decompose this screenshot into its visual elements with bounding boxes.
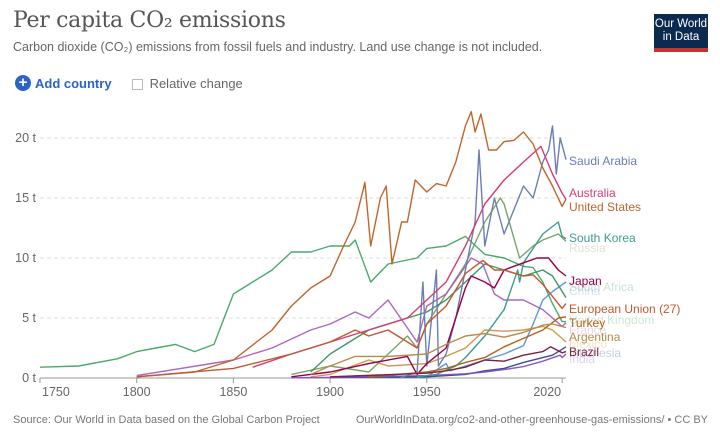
series-line-france[interactable] bbox=[136, 257, 567, 377]
series-label[interactable]: Japan bbox=[569, 274, 602, 288]
x-tick-label: 1900 bbox=[316, 385, 344, 399]
series-line-indonesia[interactable] bbox=[330, 346, 567, 379]
series-label[interactable]: United Kingdom bbox=[569, 313, 654, 327]
series-label[interactable]: Indonesia bbox=[569, 346, 621, 360]
series-label[interactable]: European Union (27) bbox=[569, 302, 680, 316]
series-label[interactable]: United States bbox=[569, 200, 641, 214]
series-label[interactable]: Saudi Arabia bbox=[569, 154, 637, 168]
source-note: Source: Our World in Data based on the G… bbox=[13, 414, 320, 426]
series-label[interactable]: India bbox=[569, 352, 595, 366]
source-url-link[interactable]: OurWorldInData.org/co2-and-other-greenho… bbox=[355, 414, 708, 426]
series-line-european-union-27-[interactable] bbox=[136, 259, 567, 378]
series-line-mexico[interactable] bbox=[310, 325, 567, 378]
plus-circle-icon: + bbox=[15, 75, 31, 91]
x-tick-label: 1750 bbox=[42, 385, 70, 399]
series-label[interactable]: Australia bbox=[569, 186, 616, 200]
series-line-united-states[interactable] bbox=[136, 110, 567, 378]
add-country-label: Add country bbox=[35, 75, 112, 91]
y-tick-label: 5 t bbox=[22, 311, 36, 325]
series-label[interactable]: Brazil bbox=[569, 345, 599, 359]
series-label[interactable]: France bbox=[569, 323, 607, 337]
x-tick-label: 1850 bbox=[219, 385, 247, 399]
chart-controls: + Add country Relative change bbox=[15, 75, 243, 91]
series-label[interactable]: China bbox=[569, 284, 601, 298]
series-label[interactable]: Russia bbox=[569, 241, 606, 255]
x-tick-label: 1800 bbox=[123, 385, 151, 399]
series-label[interactable]: Argentina bbox=[569, 330, 621, 344]
y-tick-label: 10 t bbox=[15, 251, 36, 265]
series-line-saudi-arabia[interactable] bbox=[399, 125, 567, 379]
x-tick-label: 2020 bbox=[533, 385, 561, 399]
series-line-india[interactable] bbox=[291, 353, 567, 379]
series-line-japan[interactable] bbox=[291, 257, 567, 378]
relative-change-checkbox[interactable] bbox=[131, 79, 143, 90]
y-tick-label: 15 t bbox=[15, 191, 36, 205]
add-country-button[interactable]: + Add country bbox=[15, 75, 112, 91]
series-line-argentina[interactable] bbox=[310, 323, 567, 376]
chart-title: Per capita CO₂ emissions bbox=[13, 8, 286, 33]
owid-logo[interactable]: Our World in Data bbox=[654, 14, 708, 52]
series-label[interactable]: South Africa bbox=[569, 280, 634, 294]
y-tick-label: 0 t bbox=[22, 371, 36, 385]
series-line-united-kingdom[interactable] bbox=[39, 235, 566, 368]
series-line-brazil[interactable] bbox=[330, 346, 567, 378]
x-tick-label: 1950 bbox=[413, 385, 441, 399]
y-tick-label: 20 t bbox=[15, 131, 36, 145]
series-label[interactable]: South Korea bbox=[569, 231, 636, 245]
chart-subtitle: Carbon dioxide (CO₂) emissions from foss… bbox=[13, 40, 543, 54]
series-label[interactable]: Turkey bbox=[569, 316, 605, 330]
relative-change-toggle[interactable]: Relative change bbox=[131, 75, 243, 91]
series-line-australia[interactable] bbox=[252, 145, 567, 368]
series-label[interactable]: Mexico bbox=[569, 337, 607, 351]
relative-change-label: Relative change bbox=[149, 75, 243, 91]
